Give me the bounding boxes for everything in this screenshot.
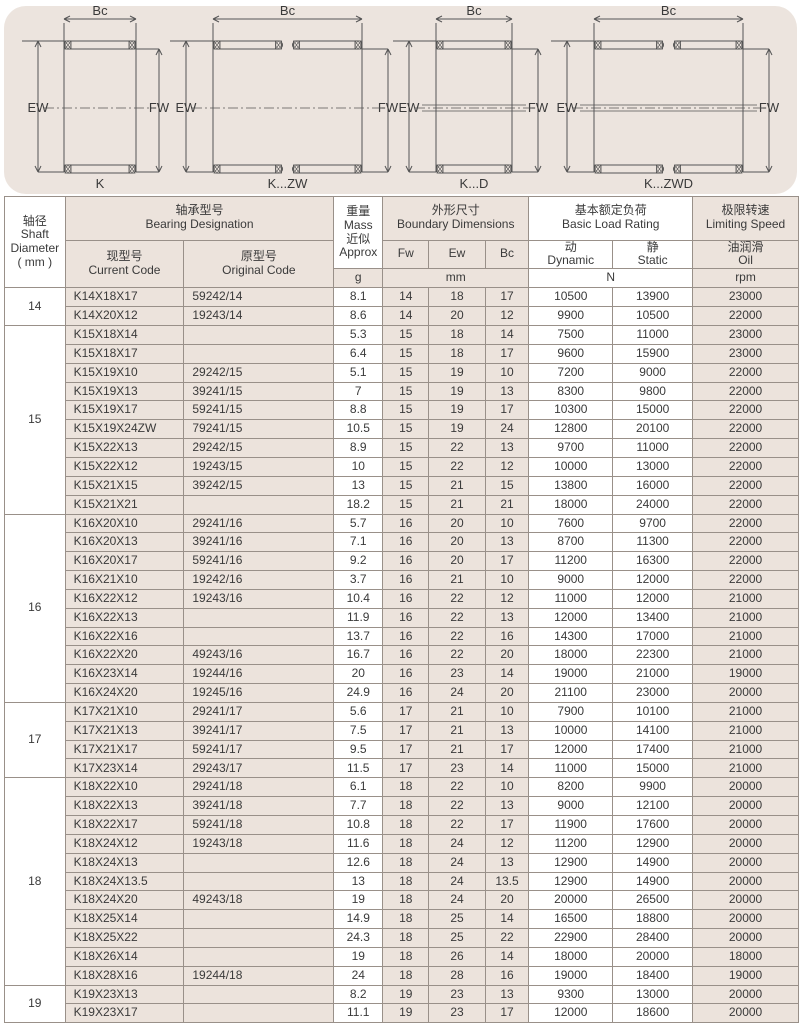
svg-text:FW: FW [759,100,780,115]
svg-text:EW: EW [28,100,50,115]
svg-text:EW: EW [399,100,421,115]
svg-text:K...ZW: K...ZW [268,176,308,191]
svg-text:Bc: Bc [466,3,482,18]
svg-text:EW: EW [557,100,579,115]
svg-text:K: K [96,176,105,191]
svg-text:FW: FW [528,100,549,115]
svg-text:Bc: Bc [92,3,108,18]
svg-text:K...ZWD: K...ZWD [644,176,693,191]
svg-text:FW: FW [149,100,170,115]
svg-text:FW: FW [378,100,399,115]
svg-text:Bc: Bc [280,3,296,18]
svg-text:K...D: K...D [460,176,489,191]
svg-text:Bc: Bc [661,3,677,18]
svg-text:EW: EW [176,100,198,115]
